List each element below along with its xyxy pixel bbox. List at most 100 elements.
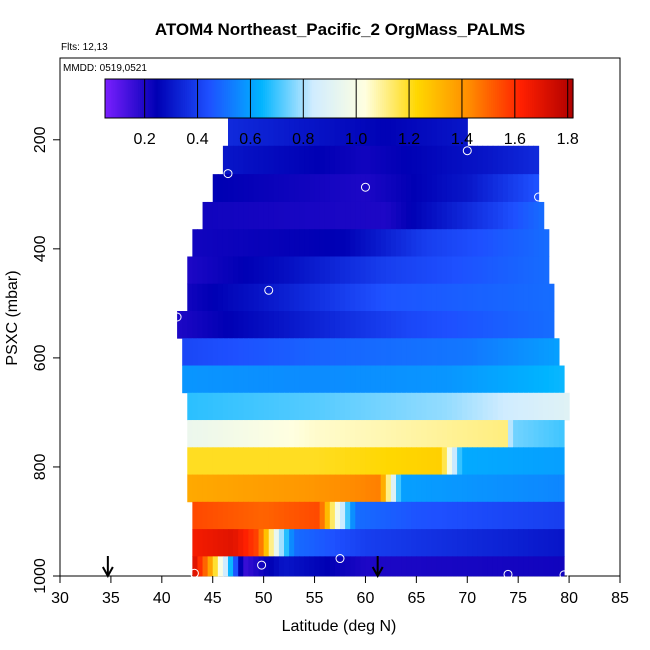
heatmap-cell bbox=[472, 145, 479, 175]
heatmap-cell bbox=[212, 229, 219, 257]
colorbar-frame bbox=[104, 78, 574, 119]
heatmap-cell bbox=[502, 311, 509, 339]
heatmap-cell bbox=[233, 474, 239, 503]
heatmap-cell bbox=[345, 201, 351, 230]
heatmap-cell bbox=[238, 117, 244, 147]
heatmap-cell bbox=[319, 201, 326, 230]
colorbar-segment bbox=[134, 79, 137, 118]
x-tick-label: 75 bbox=[509, 590, 527, 607]
heatmap-cell bbox=[502, 501, 509, 530]
heatmap-cell bbox=[452, 529, 458, 557]
heatmap-cell bbox=[523, 174, 529, 203]
heatmap-cell bbox=[258, 392, 265, 421]
heatmap-cell bbox=[263, 338, 270, 366]
heatmap-cell bbox=[228, 256, 234, 285]
heatmap-cell bbox=[396, 311, 402, 339]
heatmap-cell bbox=[436, 311, 443, 339]
heatmap-cell bbox=[278, 556, 285, 577]
heatmap-cell bbox=[253, 529, 260, 557]
x-tick-label: 80 bbox=[560, 590, 578, 607]
heatmap-cell bbox=[222, 283, 229, 312]
heatmap-cell bbox=[553, 556, 560, 577]
heatmap-cell bbox=[197, 556, 204, 577]
heatmap-cell bbox=[202, 283, 209, 312]
heatmap-cell bbox=[233, 174, 239, 203]
heatmap-cell bbox=[258, 338, 265, 366]
heatmap-cell bbox=[217, 229, 224, 257]
heatmap-cell bbox=[202, 201, 209, 230]
heatmap-cell bbox=[558, 501, 565, 530]
heatmap-cell bbox=[324, 365, 331, 394]
colorbar-segment bbox=[344, 79, 348, 118]
heatmap-cell bbox=[416, 117, 423, 147]
heatmap-cell bbox=[248, 474, 255, 503]
heatmap-cell bbox=[334, 311, 341, 339]
heatmap-cell bbox=[207, 201, 214, 230]
heatmap-cell bbox=[284, 283, 290, 312]
heatmap-cell bbox=[380, 556, 387, 577]
heatmap-cell bbox=[329, 338, 336, 366]
heatmap-cell bbox=[477, 311, 484, 339]
heatmap-cell bbox=[309, 256, 316, 285]
heatmap-cell bbox=[487, 311, 494, 339]
heatmap-cell bbox=[299, 556, 305, 577]
heatmap-cell bbox=[436, 420, 443, 448]
heatmap-cell bbox=[238, 174, 244, 203]
heatmap-cell bbox=[365, 201, 372, 230]
heatmap-row bbox=[187, 392, 570, 421]
heatmap-cell bbox=[431, 283, 438, 312]
heatmap-cell bbox=[197, 283, 204, 312]
heatmap-cell bbox=[385, 229, 392, 257]
heatmap-cell bbox=[497, 174, 504, 203]
heatmap-cell bbox=[192, 501, 199, 530]
heatmap-cell bbox=[248, 256, 255, 285]
heatmap-cell bbox=[446, 365, 453, 394]
heatmap-cell bbox=[477, 256, 484, 285]
heatmap-cell bbox=[528, 229, 535, 257]
heatmap-cell bbox=[273, 283, 280, 312]
colorbar-tick-label: 1.6 bbox=[504, 131, 526, 148]
heatmap-cell bbox=[314, 447, 321, 475]
heatmap-cell bbox=[477, 229, 484, 257]
colorbar-segment bbox=[177, 79, 180, 118]
heatmap-cell bbox=[538, 229, 545, 257]
heatmap-cell bbox=[396, 283, 402, 312]
sample-point bbox=[189, 568, 199, 578]
colorbar-segment bbox=[541, 79, 545, 118]
heatmap-cell bbox=[487, 365, 494, 394]
heatmap-cell bbox=[380, 474, 387, 503]
heatmap-cell bbox=[518, 556, 524, 577]
heatmap-cell bbox=[370, 420, 377, 448]
heatmap-cell bbox=[518, 501, 524, 530]
heatmap-cell bbox=[222, 145, 229, 175]
heatmap-cell bbox=[396, 447, 402, 475]
colorbar-segment bbox=[442, 79, 445, 118]
heatmap-cell bbox=[416, 174, 423, 203]
chart-title: ATOM4 Northeast_Pacific_2 OrgMass_PALMS bbox=[155, 20, 525, 39]
colorbar-segment bbox=[491, 79, 494, 118]
colorbar-segment bbox=[110, 79, 114, 118]
heatmap-cell bbox=[508, 365, 514, 394]
colorbar-segment bbox=[430, 79, 434, 118]
heatmap-cell bbox=[329, 501, 336, 530]
colorbar-segment bbox=[356, 79, 360, 118]
heatmap-cell bbox=[202, 256, 209, 285]
heatmap-cell bbox=[228, 117, 234, 147]
heatmap-cell bbox=[217, 311, 224, 339]
heatmap-cell bbox=[289, 145, 295, 175]
colorbar-ticks: 0.2 0.4 0.6 0.8 1.0 1.2 1.4 1.6 1.8 bbox=[134, 79, 579, 148]
colorbar-segment bbox=[526, 79, 529, 118]
heatmap-cell bbox=[533, 174, 540, 203]
colorbar-segment bbox=[313, 79, 317, 118]
heatmap-cell bbox=[294, 256, 300, 285]
heatmap-cell bbox=[426, 256, 433, 285]
heatmap-cell bbox=[258, 420, 265, 448]
heatmap-cell bbox=[365, 283, 372, 312]
colorbar-segment bbox=[339, 79, 342, 118]
heatmap-cell bbox=[401, 338, 407, 366]
heatmap-cell bbox=[487, 529, 494, 557]
heatmap-cell bbox=[360, 201, 367, 230]
heatmap-cell bbox=[243, 392, 249, 421]
heatmap-cell bbox=[324, 145, 331, 175]
